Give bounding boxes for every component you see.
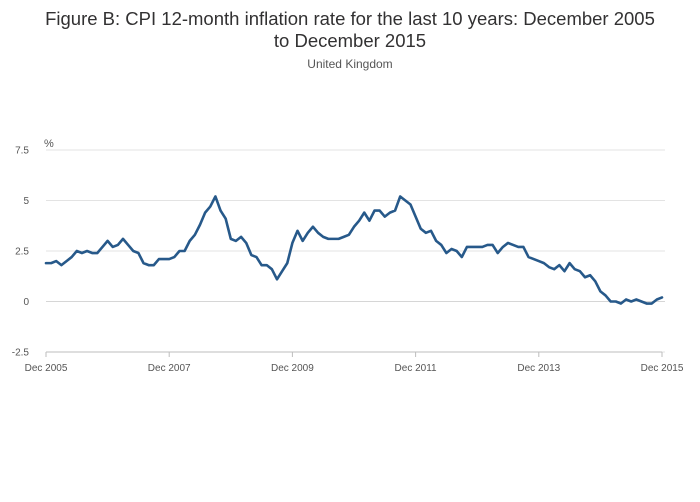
series-line-cpi (44, 195, 664, 305)
y-tick-label: 2.5 (15, 247, 29, 258)
x-tick-label: Dec 2005 (25, 363, 68, 374)
x-tick-label: Dec 2015 (641, 363, 684, 374)
y-axis: -2.5 0 2.5 5 7.5 (12, 146, 30, 359)
y-tick-label: 5 (23, 196, 29, 207)
y-tick-label: 0 (23, 297, 29, 308)
y-tick-label: 7.5 (15, 146, 29, 157)
y-tick-label: -2.5 (12, 348, 30, 359)
gridlines (46, 149, 665, 353)
x-tick-label: Dec 2013 (517, 363, 560, 374)
x-tick-label: Dec 2007 (148, 363, 191, 374)
x-tick-label: Dec 2009 (271, 363, 314, 374)
chart-title-line-2: to December 2015 (273, 30, 427, 51)
chart-title: Figure B: CPI 12-month inflation rate fo… (0, 8, 700, 52)
chart-subtitle: United Kingdom (307, 57, 393, 71)
chart-title-line-1: Figure B: CPI 12-month inflation rate fo… (45, 8, 655, 29)
series-group (44, 195, 664, 305)
x-tick-label: Dec 2011 (395, 363, 438, 374)
x-axis: Dec 2005 Dec 2007 Dec 2009 Dec 2011 Dec 2013… (25, 351, 684, 374)
y-axis-unit-label: % (44, 138, 54, 150)
